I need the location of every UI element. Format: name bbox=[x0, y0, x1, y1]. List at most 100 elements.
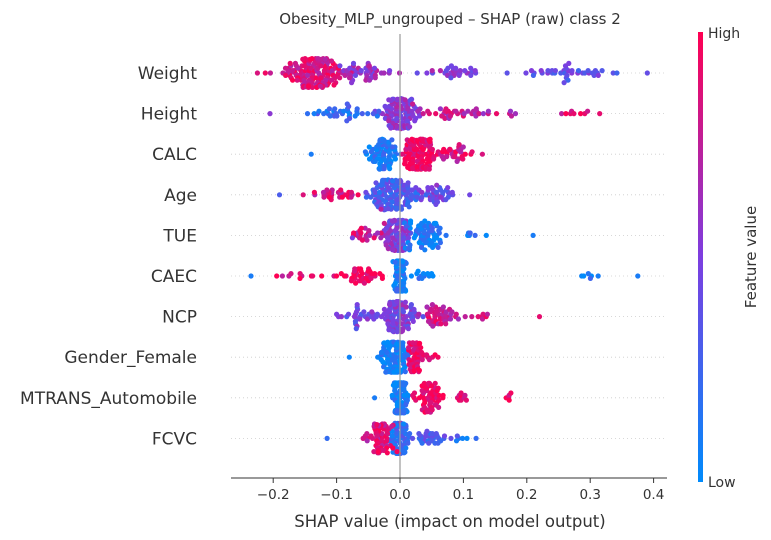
shap-dot bbox=[378, 235, 384, 241]
shap-dot bbox=[476, 111, 482, 117]
shap-dot bbox=[372, 395, 378, 401]
shap-dot bbox=[416, 431, 422, 437]
shap-dot bbox=[311, 189, 317, 195]
shap-dot bbox=[290, 68, 296, 74]
feature-label: CALC bbox=[152, 145, 197, 165]
shap-dot bbox=[443, 232, 449, 238]
shap-dot bbox=[394, 287, 401, 293]
feature-labels: Weight Height CALC Age TUE CAEC NCP Gender_Fema… bbox=[20, 64, 197, 449]
shap-dot bbox=[352, 266, 358, 272]
shap-dot bbox=[405, 440, 411, 446]
shap-dot bbox=[371, 449, 377, 455]
shap-dot bbox=[364, 316, 371, 322]
shap-dot bbox=[475, 314, 481, 320]
shap-dot bbox=[364, 438, 370, 444]
shap-dot bbox=[383, 242, 389, 248]
shap-dot bbox=[420, 138, 426, 144]
shap-dot bbox=[429, 68, 435, 74]
shap-dot bbox=[378, 314, 385, 320]
shap-dot bbox=[561, 80, 567, 86]
shap-dot bbox=[512, 111, 519, 117]
shap-dot bbox=[348, 194, 354, 200]
shap-dot bbox=[377, 271, 383, 277]
shap-dot bbox=[400, 259, 406, 265]
feature-label: TUE bbox=[162, 226, 197, 246]
shap-dot bbox=[282, 65, 289, 71]
shap-dot bbox=[410, 340, 416, 346]
shap-dot bbox=[635, 273, 641, 279]
shap-dot bbox=[425, 185, 431, 191]
x-axis-ticks: −0.2 −0.1 0.0 0.1 0.2 0.3 0.4 bbox=[257, 478, 664, 503]
shap-dot bbox=[485, 108, 491, 114]
shap-dot bbox=[536, 314, 543, 320]
shap-dot bbox=[337, 75, 343, 81]
shap-dot bbox=[346, 75, 353, 81]
shap-dot bbox=[344, 101, 350, 107]
shap-dot bbox=[599, 68, 605, 74]
shap-dot bbox=[448, 435, 454, 441]
shap-dot bbox=[338, 271, 344, 277]
shap-dot bbox=[317, 56, 323, 62]
shap-dot bbox=[338, 314, 344, 320]
colorbar-low-label: Low bbox=[708, 475, 736, 491]
shap-dot bbox=[380, 177, 386, 183]
shap-dot bbox=[316, 108, 322, 114]
shap-dot bbox=[448, 75, 454, 81]
shap-dot bbox=[267, 70, 273, 76]
shap-dot bbox=[361, 280, 367, 286]
shap-dot bbox=[472, 232, 478, 238]
shap-dot bbox=[480, 111, 486, 117]
shap-dot bbox=[283, 72, 289, 78]
shap-dot bbox=[386, 327, 392, 333]
shap-dot bbox=[385, 185, 391, 191]
shap-dot bbox=[334, 311, 340, 317]
shap-dot bbox=[410, 318, 416, 324]
shap-dot bbox=[440, 392, 446, 398]
shap-dot bbox=[445, 185, 451, 191]
feature-rows bbox=[231, 72, 667, 439]
shap-dot bbox=[448, 63, 454, 69]
shap-dot bbox=[419, 440, 425, 446]
shap-dot bbox=[437, 68, 443, 74]
shap-dot bbox=[364, 431, 370, 437]
shap-dot bbox=[392, 156, 398, 162]
shap-dot bbox=[352, 113, 358, 119]
shap-dot bbox=[348, 278, 354, 284]
shap-dot bbox=[419, 357, 425, 363]
shap-dot bbox=[287, 60, 293, 66]
shap-dot bbox=[462, 314, 468, 320]
shap-dot bbox=[563, 111, 569, 117]
shap-dot bbox=[411, 306, 417, 312]
shap-dot bbox=[575, 68, 582, 74]
shap-dot bbox=[369, 309, 375, 315]
shap-dot bbox=[431, 156, 437, 162]
shap-dot bbox=[375, 449, 381, 455]
feature-label: Height bbox=[141, 105, 198, 125]
shap-dot bbox=[383, 369, 389, 375]
shap-dot bbox=[394, 408, 400, 414]
shap-dot bbox=[410, 165, 416, 171]
shap-dot bbox=[389, 137, 395, 143]
shap-dot bbox=[367, 268, 373, 274]
shap-dot bbox=[352, 72, 359, 78]
shap-dot bbox=[422, 218, 428, 224]
x-tick-label: −0.1 bbox=[320, 487, 353, 503]
feature-label: Age bbox=[164, 186, 197, 206]
shap-dot bbox=[380, 359, 386, 365]
shap-dot bbox=[578, 111, 584, 117]
shap-dot bbox=[385, 206, 391, 212]
shap-dot bbox=[389, 199, 395, 205]
shap-dot bbox=[407, 124, 413, 130]
shap-dot bbox=[392, 259, 398, 265]
shap-dot bbox=[394, 299, 400, 305]
shap-dot bbox=[389, 423, 395, 429]
shap-dot bbox=[409, 435, 416, 441]
shap-dot bbox=[387, 68, 393, 74]
shap-dot bbox=[483, 232, 489, 238]
shap-dot bbox=[358, 266, 364, 272]
shap-dot bbox=[394, 329, 400, 335]
shap-dot bbox=[424, 352, 430, 358]
shap-dot bbox=[472, 68, 478, 74]
shap-dot bbox=[331, 82, 337, 88]
shap-dot bbox=[454, 158, 460, 164]
